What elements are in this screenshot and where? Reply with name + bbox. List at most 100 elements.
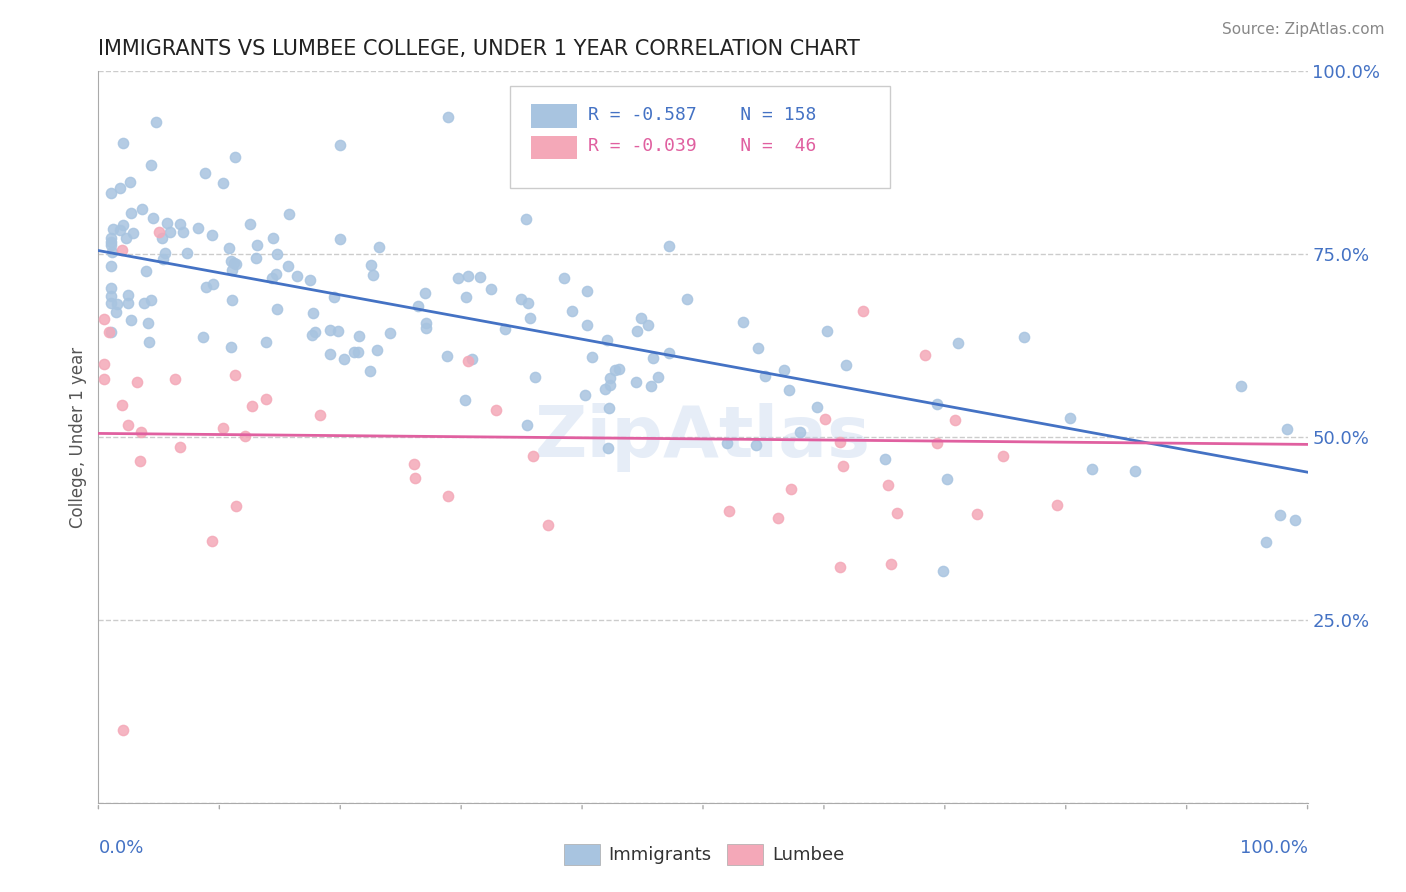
Point	[112, 136, 135, 150]
Point	[152, 252, 174, 267]
Point	[101, 245, 124, 260]
Point	[224, 150, 246, 164]
Point	[404, 470, 426, 484]
Point	[120, 313, 142, 327]
Point	[609, 361, 631, 376]
Point	[169, 217, 191, 231]
Point	[110, 223, 132, 237]
Point	[111, 723, 134, 737]
Point	[254, 335, 277, 350]
Point	[779, 482, 801, 496]
Point	[832, 458, 855, 473]
Point	[1059, 411, 1081, 425]
Point	[515, 212, 537, 227]
Point	[105, 297, 128, 311]
Text: Immigrants: Immigrants	[609, 846, 711, 863]
Point	[139, 293, 162, 308]
Point	[415, 320, 437, 334]
Point	[574, 388, 596, 402]
Point	[457, 268, 479, 283]
Point	[624, 376, 647, 390]
Point	[329, 137, 352, 152]
Point	[134, 296, 156, 310]
Point	[1270, 508, 1292, 522]
Point	[886, 506, 908, 520]
Point	[114, 231, 136, 245]
Point	[100, 260, 122, 274]
Point	[991, 449, 1014, 463]
Point	[561, 304, 583, 318]
Point	[359, 364, 381, 378]
Point	[380, 326, 402, 340]
Point	[630, 310, 652, 325]
Point	[260, 271, 283, 285]
Point	[733, 315, 755, 329]
Point	[117, 418, 139, 433]
Point	[145, 114, 167, 128]
Point	[415, 316, 437, 330]
Text: 100.0%: 100.0%	[1240, 839, 1308, 857]
Point	[599, 370, 621, 384]
Point	[626, 324, 648, 338]
Bar	[531, 136, 578, 159]
Point	[120, 205, 142, 219]
Point	[658, 346, 681, 360]
Point	[142, 211, 165, 226]
Point	[927, 397, 949, 411]
Point	[494, 322, 516, 336]
Point	[308, 408, 330, 422]
Point	[716, 436, 738, 450]
Point	[413, 285, 436, 300]
Point	[105, 305, 128, 319]
Point	[943, 413, 966, 427]
Point	[266, 302, 288, 317]
Point	[328, 324, 350, 338]
Point	[169, 440, 191, 454]
Point	[437, 489, 460, 503]
Point	[1230, 379, 1253, 393]
Point	[100, 325, 122, 339]
Text: 0.0%: 0.0%	[98, 839, 143, 857]
Text: R = -0.587    N = 158: R = -0.587 N = 158	[588, 105, 817, 123]
Point	[135, 264, 157, 278]
Point	[221, 293, 243, 307]
Point	[193, 330, 215, 344]
Point	[576, 318, 599, 333]
Point	[225, 500, 247, 514]
Point	[219, 253, 242, 268]
Point	[302, 306, 325, 320]
Point	[879, 557, 901, 571]
Point	[849, 137, 872, 152]
Point	[218, 241, 240, 255]
Point	[176, 246, 198, 260]
Point	[125, 375, 148, 389]
Point	[1014, 329, 1036, 343]
Point	[233, 429, 256, 443]
Point	[152, 230, 174, 244]
Point	[828, 434, 851, 449]
Point	[219, 340, 242, 354]
Text: IMMIGRANTS VS LUMBEE COLLEGE, UNDER 1 YEAR CORRELATION CHART: IMMIGRANTS VS LUMBEE COLLEGE, UNDER 1 YE…	[98, 38, 860, 59]
Point	[927, 435, 949, 450]
FancyBboxPatch shape	[509, 86, 890, 188]
Point	[1046, 498, 1069, 512]
Point	[581, 350, 603, 364]
Point	[278, 207, 301, 221]
Point	[110, 180, 132, 194]
Point	[93, 312, 115, 326]
Point	[404, 458, 426, 472]
Point	[835, 358, 858, 372]
Point	[201, 534, 224, 549]
Text: Source: ZipAtlas.com: Source: ZipAtlas.com	[1222, 22, 1385, 37]
Bar	[727, 845, 763, 865]
Point	[343, 345, 366, 359]
Point	[461, 351, 484, 366]
Point	[139, 158, 162, 172]
Point	[537, 518, 560, 533]
Point	[93, 357, 115, 371]
Point	[285, 268, 308, 283]
Point	[368, 239, 391, 253]
Point	[747, 341, 769, 355]
Point	[138, 316, 160, 330]
Point	[100, 289, 122, 303]
